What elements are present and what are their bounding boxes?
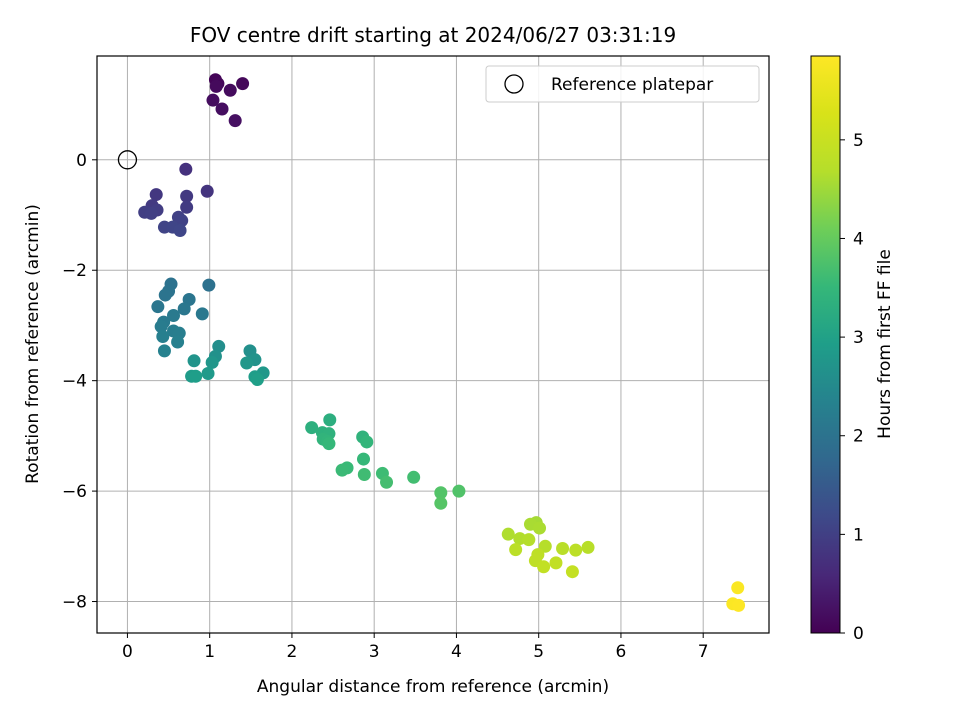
data-point bbox=[156, 329, 170, 343]
colorbar: 0 1 2 3 4 5 Hours from first FF file bbox=[810, 55, 895, 644]
data-point bbox=[200, 184, 214, 198]
legend-box bbox=[485, 65, 760, 103]
data-point bbox=[357, 468, 371, 482]
data-point bbox=[205, 355, 219, 369]
y-tick-label: −6 bbox=[62, 482, 87, 502]
data-point bbox=[360, 435, 374, 449]
data-point bbox=[180, 200, 194, 214]
colorbar-tick-label: 1 bbox=[853, 525, 864, 545]
data-point bbox=[212, 339, 226, 353]
data-point bbox=[173, 223, 187, 237]
data-point bbox=[215, 102, 229, 116]
data-point bbox=[228, 114, 242, 128]
data-point bbox=[305, 421, 319, 435]
data-point bbox=[240, 356, 254, 370]
data-point bbox=[180, 189, 194, 203]
legend-marker-reference bbox=[504, 74, 524, 94]
colorbar-gradient bbox=[810, 55, 841, 634]
reference-marker-layer bbox=[117, 150, 138, 170]
y-tick-label: −8 bbox=[62, 593, 87, 613]
legend: Reference platepar bbox=[485, 65, 760, 103]
colorbar-tick-label: 4 bbox=[853, 229, 864, 249]
x-tick-label: 0 bbox=[122, 642, 133, 662]
data-point bbox=[537, 560, 551, 574]
data-point bbox=[556, 542, 570, 556]
colorbar-tick-label: 3 bbox=[853, 328, 864, 348]
data-point bbox=[158, 288, 172, 302]
data-point bbox=[335, 463, 349, 477]
x-tick-label: 7 bbox=[698, 642, 709, 662]
y-tick-label: 0 bbox=[76, 151, 87, 171]
data-point bbox=[434, 496, 448, 510]
data-point bbox=[236, 77, 250, 91]
colorbar-ticks: 0 1 2 3 4 5 bbox=[840, 131, 864, 644]
data-point bbox=[171, 335, 185, 349]
data-point bbox=[732, 598, 746, 612]
x-tick-label: 4 bbox=[451, 642, 462, 662]
y-axis-ticks: 0 −2 −4 −6 −8 bbox=[62, 151, 97, 613]
data-point bbox=[201, 366, 215, 380]
scatter-points bbox=[138, 73, 746, 612]
data-point bbox=[452, 484, 466, 498]
data-point bbox=[223, 83, 237, 97]
data-point bbox=[522, 533, 536, 547]
data-point bbox=[149, 188, 163, 202]
data-point bbox=[179, 162, 193, 176]
data-point bbox=[581, 540, 595, 554]
data-point bbox=[177, 302, 191, 316]
reference-platepar-marker bbox=[117, 150, 138, 170]
x-tick-label: 2 bbox=[287, 642, 298, 662]
data-point bbox=[166, 309, 180, 323]
colorbar-tick-label: 5 bbox=[853, 131, 864, 151]
data-point bbox=[407, 470, 421, 484]
y-tick-label: −2 bbox=[62, 261, 87, 281]
colorbar-tick-label: 0 bbox=[853, 624, 864, 644]
data-point bbox=[323, 413, 337, 427]
data-point bbox=[144, 206, 158, 220]
chart-title: FOV centre drift starting at 2024/06/27 … bbox=[190, 23, 676, 47]
plot-frame bbox=[96, 55, 770, 634]
legend-entry-reference: Reference platepar bbox=[551, 75, 713, 95]
data-point bbox=[380, 475, 394, 489]
data-point bbox=[250, 373, 264, 387]
data-point bbox=[569, 543, 583, 557]
data-point bbox=[189, 369, 203, 383]
data-point bbox=[434, 486, 448, 500]
data-point bbox=[356, 452, 370, 466]
x-tick-label: 3 bbox=[369, 642, 380, 662]
data-point bbox=[202, 278, 216, 292]
x-tick-label: 6 bbox=[616, 642, 627, 662]
data-point bbox=[549, 556, 563, 570]
data-point bbox=[731, 581, 745, 595]
x-tick-label: 5 bbox=[533, 642, 544, 662]
data-point bbox=[151, 300, 165, 314]
y-axis-title: Rotation from reference (arcmin) bbox=[23, 204, 43, 484]
grid bbox=[97, 56, 769, 633]
data-point bbox=[322, 437, 336, 451]
data-point bbox=[509, 543, 523, 557]
x-tick-label: 1 bbox=[204, 642, 215, 662]
data-point bbox=[187, 354, 201, 368]
data-point bbox=[175, 214, 189, 228]
colorbar-tick-label: 2 bbox=[853, 427, 864, 447]
x-axis-ticks: 0 1 2 3 4 5 6 7 bbox=[122, 633, 709, 662]
data-point bbox=[501, 527, 515, 541]
data-point bbox=[538, 539, 552, 553]
y-tick-label: −4 bbox=[62, 372, 87, 392]
data-point bbox=[209, 79, 223, 93]
data-point bbox=[565, 565, 579, 579]
data-point bbox=[195, 307, 209, 321]
data-point bbox=[157, 344, 171, 358]
x-axis-title: Angular distance from reference (arcmin) bbox=[257, 677, 609, 697]
colorbar-title: Hours from first FF file bbox=[875, 249, 895, 439]
data-point bbox=[206, 93, 220, 107]
data-point bbox=[533, 521, 547, 535]
data-point bbox=[154, 320, 168, 334]
